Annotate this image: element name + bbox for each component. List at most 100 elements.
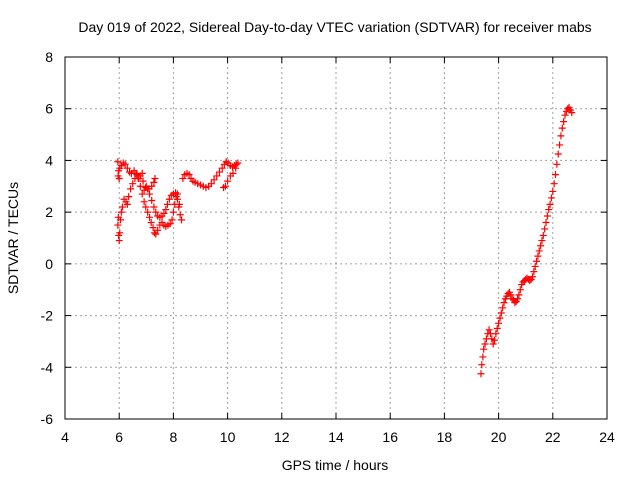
data-point	[118, 203, 126, 211]
x-tick-label: 6	[115, 429, 123, 445]
data-point	[134, 175, 142, 183]
data-point	[541, 225, 549, 233]
x-tick-label: 8	[170, 429, 178, 445]
y-tick-label: 4	[45, 152, 53, 168]
data-point	[215, 168, 223, 176]
y-tick-label: 2	[45, 204, 53, 220]
data-point	[115, 237, 123, 245]
data-point	[185, 171, 193, 179]
data-point	[139, 177, 147, 185]
data-point	[493, 325, 501, 332]
data-point	[556, 141, 564, 149]
data-point	[218, 164, 226, 172]
data-point	[140, 198, 148, 206]
data-point	[489, 340, 497, 348]
data-point	[152, 208, 160, 216]
data-point	[152, 230, 160, 238]
data-point	[531, 262, 539, 270]
data-point	[114, 172, 122, 180]
data-point	[533, 257, 541, 265]
data-point	[546, 200, 554, 208]
data-point	[547, 194, 555, 202]
data-point	[232, 164, 240, 172]
data-point	[553, 160, 561, 168]
data-point	[125, 193, 133, 201]
data-points	[114, 103, 576, 378]
data-point	[133, 171, 141, 179]
x-tick-label: 4	[61, 429, 69, 445]
data-point	[169, 208, 177, 216]
data-point	[114, 221, 122, 229]
data-point	[210, 176, 218, 184]
data-point	[165, 195, 173, 203]
data-point	[175, 200, 183, 208]
data-point	[148, 182, 156, 190]
data-point	[166, 220, 174, 228]
data-point	[558, 124, 566, 132]
x-tick-label: 10	[220, 429, 236, 445]
x-tick-label: 20	[491, 429, 507, 445]
data-point	[568, 109, 576, 117]
data-point	[150, 203, 158, 211]
data-point	[557, 132, 565, 140]
y-tick-label: -4	[41, 359, 54, 375]
data-point	[226, 172, 234, 180]
data-point	[154, 212, 162, 220]
data-point	[140, 186, 148, 194]
x-tick-label: 24	[599, 429, 615, 445]
data-point	[478, 361, 486, 369]
data-point	[550, 180, 558, 188]
grid-lines	[65, 57, 607, 419]
x-tick-label: 22	[545, 429, 561, 445]
data-point	[515, 291, 523, 299]
data-point	[117, 208, 125, 216]
y-tick-label: 0	[45, 256, 53, 272]
data-point	[554, 150, 562, 158]
data-point	[530, 268, 538, 276]
data-point	[123, 164, 131, 172]
data-point	[495, 319, 503, 327]
data-point	[492, 330, 500, 338]
data-point	[500, 299, 508, 307]
data-point	[497, 309, 505, 317]
data-point	[224, 177, 232, 185]
data-point	[148, 197, 156, 205]
data-point	[144, 208, 152, 216]
x-tick-label: 14	[328, 429, 344, 445]
data-point	[537, 242, 545, 250]
data-point	[150, 178, 158, 186]
data-point	[220, 184, 228, 192]
data-point	[516, 286, 524, 294]
x-tick-label: 12	[274, 429, 290, 445]
data-point	[125, 168, 133, 176]
chart-title: Day 019 of 2022, Sidereal Day-to-day VTE…	[78, 19, 591, 35]
data-point	[491, 336, 499, 344]
y-tick-label: 8	[45, 49, 53, 65]
data-point	[179, 175, 187, 183]
data-point	[176, 211, 184, 219]
data-point	[479, 353, 487, 361]
data-point	[114, 158, 122, 166]
data-point	[560, 118, 568, 126]
y-tick-label: -6	[41, 411, 54, 427]
data-point	[552, 171, 560, 179]
data-point	[234, 159, 242, 167]
data-point	[534, 252, 542, 260]
data-point	[207, 180, 215, 188]
data-point	[535, 247, 543, 255]
data-point	[477, 370, 485, 378]
data-point	[123, 200, 131, 208]
data-point	[129, 180, 137, 188]
data-point	[162, 206, 170, 214]
data-point	[545, 206, 553, 214]
data-point	[117, 216, 125, 224]
data-point	[138, 190, 146, 198]
data-point	[514, 295, 522, 303]
x-tick-label: 16	[382, 429, 398, 445]
data-point	[127, 185, 135, 193]
data-point	[561, 111, 569, 119]
data-point	[499, 304, 507, 312]
data-point	[116, 164, 124, 172]
y-tick-label: -2	[41, 308, 54, 324]
